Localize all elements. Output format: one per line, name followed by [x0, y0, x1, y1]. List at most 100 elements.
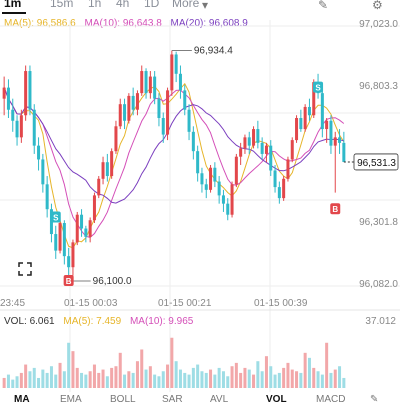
volume-legend: VOL: 6.061 MA(5): 7.459 MA(10): 9.965 — [4, 316, 199, 327]
volume-bar — [140, 349, 144, 388]
volume-bar — [62, 371, 66, 388]
price-axis-label: 96,803.3 — [359, 81, 398, 92]
volume-bar — [247, 369, 251, 388]
timeframe-1h[interactable]: 1h — [88, 0, 102, 10]
volume-bar — [252, 374, 256, 388]
volume-bar — [239, 372, 243, 388]
volume-bar — [148, 366, 152, 388]
candle-body — [123, 104, 127, 121]
candle-body — [131, 95, 135, 110]
volume-bar — [41, 369, 45, 388]
volume-bar — [2, 377, 6, 388]
low-price-label: 96,100.0 — [93, 276, 132, 287]
candle-body — [92, 195, 96, 221]
volume-bar — [273, 374, 277, 388]
candle-body — [2, 87, 6, 99]
volume-bar — [67, 342, 71, 388]
timeframe-4h[interactable]: 4h — [116, 0, 130, 10]
indicator-tabs: MA EMA BOLL SAR AVL VOL MACD ✎ — [0, 392, 400, 405]
sell-marker-label: S — [53, 213, 59, 222]
volume-bar — [110, 367, 114, 388]
candle-body — [342, 142, 346, 162]
candle-body — [41, 159, 45, 185]
candle-body — [226, 203, 230, 215]
candle-body — [312, 82, 316, 116]
volume-max-label: 37.012 — [365, 316, 396, 327]
buy-marker — [330, 203, 341, 215]
volume-bar — [24, 364, 28, 388]
volume-bar — [230, 366, 234, 388]
candle-body — [37, 145, 41, 160]
candle-body — [24, 71, 28, 116]
candle-body — [67, 256, 71, 268]
fullscreen-icon[interactable] — [18, 262, 32, 276]
candle-body — [221, 195, 225, 204]
candle-body — [54, 234, 58, 251]
candle-body — [178, 73, 182, 91]
buy-marker — [63, 275, 74, 287]
volume-bar — [320, 374, 324, 388]
ma-legend: MA(5): 96,586.6 MA(10): 96,643.8 MA(20):… — [4, 18, 254, 29]
candle-body — [84, 228, 88, 237]
time-axis-label: 23:45 — [0, 298, 25, 309]
gear-icon[interactable]: ⚙ — [372, 0, 383, 12]
candle-body — [58, 223, 62, 251]
volume-bar — [260, 371, 264, 388]
volume-bar — [6, 374, 10, 388]
candle-body — [320, 93, 324, 130]
volume-bar — [157, 376, 161, 388]
vol-ma5: MA(5): 7.459 — [63, 316, 122, 327]
candle-body — [307, 106, 311, 116]
volume-bar — [221, 371, 225, 388]
timeframe-1m[interactable]: 1m — [4, 0, 22, 10]
volume-bar — [71, 351, 75, 388]
candle-body — [239, 148, 243, 157]
chart-grid — [0, 20, 400, 392]
volume-bar — [15, 376, 19, 388]
volume-bar — [295, 371, 299, 388]
active-timeframe-indicator — [2, 12, 26, 14]
volume-bar — [84, 374, 88, 388]
candle-body — [325, 120, 329, 130]
volume-bar — [170, 337, 174, 388]
volume-bar — [32, 367, 36, 388]
candle-body — [88, 220, 92, 237]
candle-body — [45, 184, 49, 210]
volume-bar — [256, 361, 260, 388]
price-axis-label: 96,301.8 — [359, 217, 398, 228]
candle-body — [303, 106, 307, 130]
chevron-down-icon[interactable]: ▾ — [202, 0, 209, 12]
volume-bar — [316, 371, 320, 388]
time-axis-label: 01-15 00:39 — [254, 298, 308, 309]
pencil-icon[interactable]: ✎ — [318, 0, 329, 12]
volume-bar — [153, 374, 157, 388]
volume-bar — [49, 366, 53, 388]
current-price-box — [353, 153, 399, 171]
ma10-legend: MA(10): 96,643.8 — [84, 18, 162, 29]
volume-bar — [131, 372, 135, 388]
candle-body — [217, 181, 221, 196]
timeframe-more[interactable]: More — [172, 0, 200, 10]
candle-body — [157, 98, 161, 119]
volume-bar — [342, 377, 346, 388]
volume-bar — [45, 372, 49, 388]
volume-bar — [54, 374, 58, 388]
volume-bar — [80, 372, 84, 388]
volume-bar — [333, 369, 337, 388]
volume-bars — [2, 337, 346, 388]
timeframe-1d[interactable]: 1D — [144, 0, 160, 10]
timeframe-15m[interactable]: 15m — [50, 0, 74, 10]
price-axis-label: 97,023.0 — [359, 19, 398, 30]
candle-body — [28, 71, 32, 110]
time-axis-label: 01-15 00:03 — [64, 298, 118, 309]
candle-body — [101, 162, 105, 179]
volume-bar — [243, 367, 247, 388]
candle-body — [286, 159, 290, 179]
axis-labels: 97,023.0 96,803.3 96,301.8 96,082.0 23:45 01-… — [0, 19, 398, 309]
volume-bar — [88, 371, 92, 388]
candle-body — [183, 90, 187, 110]
volume-bar — [338, 366, 342, 388]
vol-ma10: MA(10): 9.965 — [129, 316, 194, 327]
volume-bar — [101, 369, 105, 388]
